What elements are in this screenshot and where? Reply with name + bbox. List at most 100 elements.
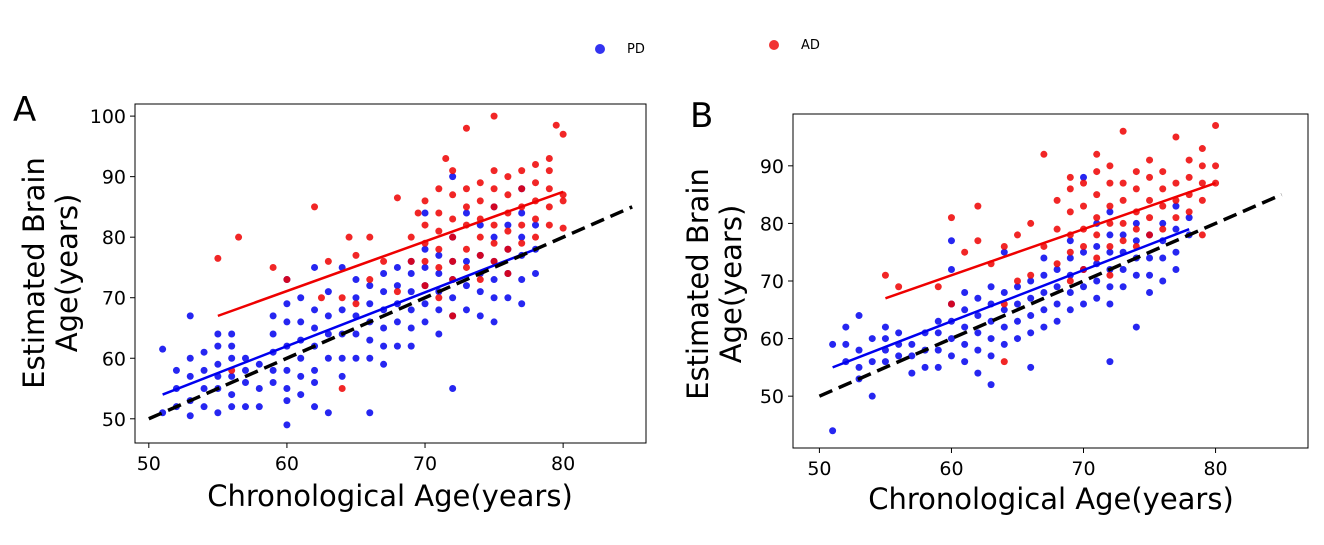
point-pd [881,358,889,366]
point-pd [255,360,263,368]
point-pd [380,270,388,277]
point-pd [255,403,263,411]
point-pd [908,369,916,377]
point-pd [380,360,388,368]
point-ad [435,245,443,253]
point-pd [297,354,305,362]
point-ad [490,239,498,247]
point-ad [1106,179,1114,187]
y-tick-label: 90 [102,167,126,189]
point-ad [490,167,498,175]
point-pd [200,385,208,393]
point-pd [476,288,484,296]
point-ad [1132,185,1140,193]
point-pd [974,312,982,320]
point-pd [435,251,443,259]
point-ad [476,251,484,259]
point-pd [1040,254,1048,262]
y-ticks-a: 50 60 70 80 90 100 [90,106,135,431]
point-ad [545,185,553,193]
point-pd [947,335,955,343]
x-tick-label: 60 [275,453,299,475]
point-ad [1119,237,1127,245]
point-ad [974,202,982,210]
point-ad [338,385,346,393]
point-ad [490,221,498,229]
point-pd [881,335,889,343]
point-pd [366,409,374,417]
point-ad [1040,150,1048,158]
point-pd [324,330,332,338]
point-pd [1172,202,1180,210]
x-tick-label: 50 [137,453,161,475]
x-tick-label: 80 [1203,458,1227,480]
point-pd [311,263,319,271]
point-pd [490,233,498,241]
point-pd [961,323,969,331]
point-ad [435,294,443,302]
point-pd [269,366,277,374]
point-pd [352,354,360,362]
point-ad [462,263,470,271]
point-ad [476,179,484,187]
point-ad [1172,214,1180,222]
point-ad [435,209,443,217]
point-pd [462,257,470,265]
point-pd [961,358,969,366]
legend-label-pd: PD [627,42,645,57]
point-pd [934,317,942,325]
point-ad [1093,150,1101,158]
point-ad [1080,202,1088,210]
point-pd [269,330,277,338]
point-pd [228,391,236,399]
point-ad [1159,168,1167,176]
point-ad [338,294,346,302]
point-ad [1146,214,1154,222]
point-ad [1198,231,1206,239]
y-ticks-b: 50 60 70 80 90 [760,156,793,408]
point-pd [324,312,332,320]
point-pd [987,283,995,291]
point-pd [1040,289,1048,297]
point-pd [228,354,236,362]
point-ad [449,257,457,265]
point-ad [504,227,512,235]
point-pd [1066,289,1074,297]
point-pd [241,366,249,374]
point-ad [1066,173,1074,181]
point-pd [421,300,429,308]
point-pd [842,323,850,331]
y-axis-label-b-line1: Estimated Brain [681,168,715,400]
point-pd [987,335,995,343]
point-pd [1106,283,1114,291]
y-tick-label: 80 [760,213,784,235]
point-ad [504,270,512,277]
point-pd [269,378,277,386]
point-pd [961,289,969,297]
point-pd [1093,277,1101,285]
point-pd [338,306,346,314]
point-ad [324,257,332,265]
point-pd [297,318,305,326]
point-pd [352,330,360,338]
point-ad [504,173,512,181]
point-ad [1146,231,1154,239]
point-pd [1119,283,1127,291]
point-pd [1146,271,1154,279]
x-ticks-a: 50 60 70 80 [137,443,575,475]
point-pd [1053,265,1061,273]
point-pd [855,363,863,371]
point-ad [449,191,457,199]
point-ad [1106,202,1114,210]
point-pd [1013,283,1021,291]
x-tick-label: 80 [551,453,575,475]
point-ad [1198,145,1206,153]
point-ad [1066,208,1074,216]
y-tick-label: 60 [102,348,126,370]
point-pd [1106,358,1114,366]
point-ad [1093,191,1101,199]
point-pd [868,392,876,400]
point-ad [1119,179,1127,187]
point-ad [559,130,567,138]
point-ad [974,237,982,245]
